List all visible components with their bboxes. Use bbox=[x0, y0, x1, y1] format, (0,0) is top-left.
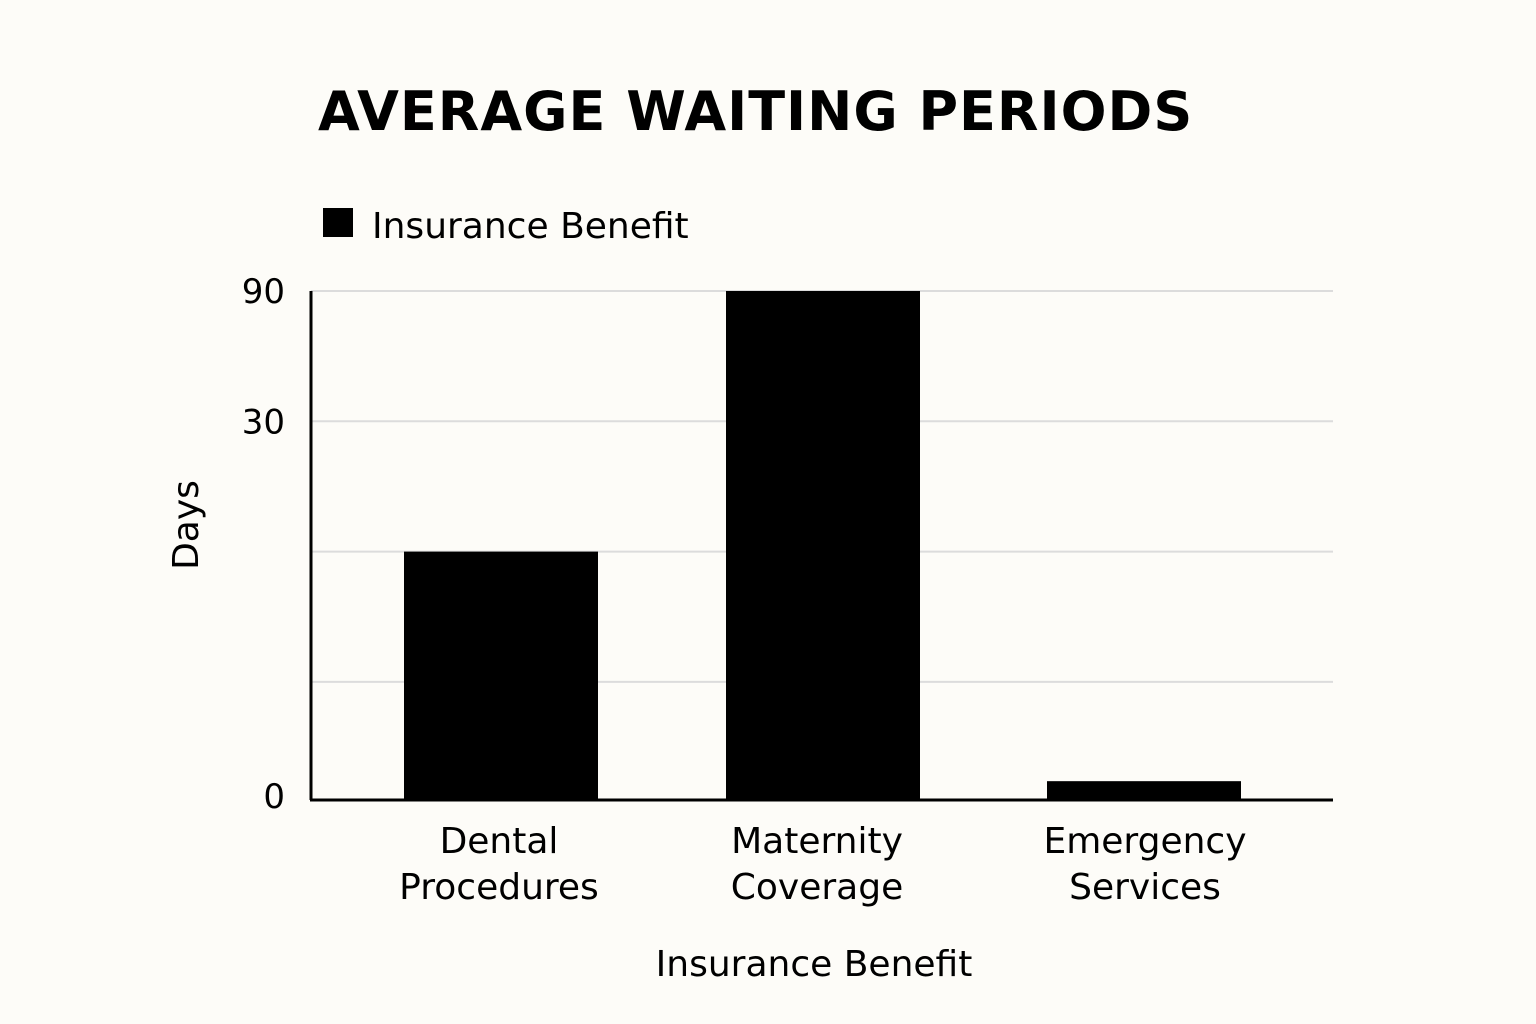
legend: Insurance Benefit bbox=[323, 206, 689, 247]
y-tick-label: 30 bbox=[242, 402, 285, 442]
x-category-label: Coverage bbox=[731, 867, 903, 908]
y-tick-labels: 0 30 90 bbox=[242, 272, 285, 817]
x-category-labels: Dental Procedures Maternity Coverage Emergen… bbox=[399, 821, 1246, 908]
bars bbox=[404, 291, 1241, 800]
bar bbox=[1047, 781, 1241, 800]
x-category-label: Dental bbox=[440, 821, 559, 862]
x-category-label: Procedures bbox=[399, 867, 599, 908]
legend-label: Insurance Benefit bbox=[372, 206, 689, 247]
y-tick-label: 90 bbox=[242, 272, 285, 312]
bar bbox=[726, 291, 920, 800]
y-axis-title: Days bbox=[166, 480, 207, 570]
y-tick-label: 0 bbox=[263, 777, 285, 817]
axes bbox=[309, 291, 1333, 802]
x-axis-title: Insurance Benefit bbox=[656, 944, 973, 985]
x-category-label: Maternity bbox=[731, 821, 903, 862]
bar bbox=[404, 551, 598, 800]
legend-swatch bbox=[323, 208, 353, 237]
x-category-label: Emergency bbox=[1043, 821, 1246, 862]
x-category-label: Services bbox=[1069, 867, 1221, 908]
chart-title: AVERAGE WAITING PERIODS bbox=[318, 80, 1193, 143]
